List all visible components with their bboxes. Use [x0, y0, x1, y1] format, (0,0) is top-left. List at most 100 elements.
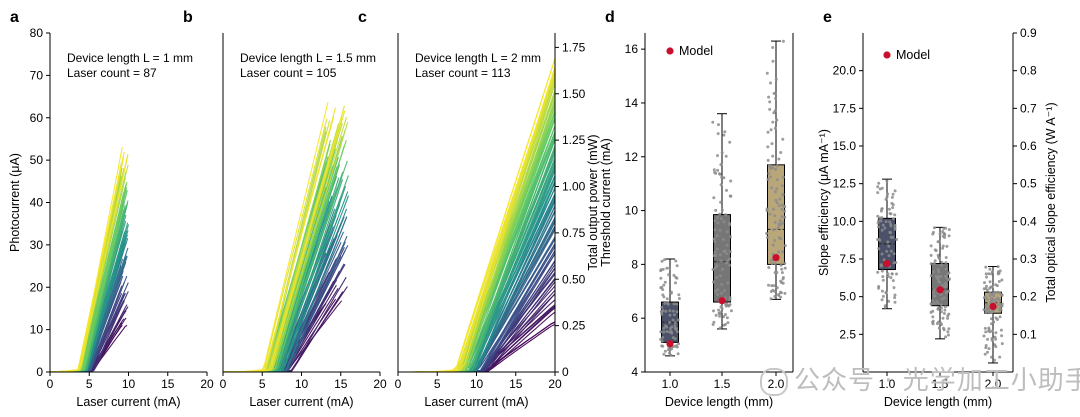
y2-tick-label-c-7: 1.75	[562, 40, 586, 54]
point-d-1.0-22	[672, 313, 676, 317]
point-e-2.0-87	[995, 296, 999, 300]
point-e-2.0-79	[993, 358, 997, 362]
point-d-1.0-70	[675, 330, 679, 334]
y2-tick-label-e-0.5: 0.5	[1020, 177, 1037, 191]
point-e-1.5-91	[932, 302, 936, 305]
y-tick-label-e-15: 15.0	[833, 139, 857, 153]
annotation-device-length-b: Device length L = 1.5 mm	[240, 51, 376, 65]
point-d-2.0-59	[772, 91, 776, 95]
point-d-2.0-17	[775, 178, 779, 182]
point-e-1.5-81	[929, 244, 933, 248]
annotation-laser-count-c: Laser count = 113	[415, 66, 511, 80]
point-e-1.5-97	[940, 310, 943, 314]
point-e-2.0-92	[994, 283, 998, 287]
point-e-2.0-67	[983, 295, 987, 299]
point-e-2.0-44	[994, 331, 998, 335]
point-e-1.5-62	[941, 283, 945, 287]
point-e-1.0-81	[892, 252, 896, 256]
wechat-icon	[760, 367, 788, 396]
point-e-2.0-111	[991, 310, 995, 314]
point-d-1.5-41	[724, 313, 727, 316]
point-d-1.0-67	[676, 352, 680, 356]
point-d-1.0-43	[659, 276, 663, 280]
point-e-1.5-56	[946, 316, 950, 320]
y2-tick-label-e-0.8: 0.8	[1020, 64, 1037, 78]
point-d-1.5-99	[728, 296, 732, 300]
point-d-2.0-71	[771, 154, 775, 158]
point-d-1.0-3	[673, 321, 677, 325]
model-marker-e-1.0	[883, 259, 891, 268]
point-d-2.0-13	[773, 239, 777, 242]
point-d-1.5-73	[719, 274, 723, 278]
point-e-2.0-13	[987, 272, 991, 276]
point-e-1.5-96	[944, 291, 948, 295]
point-d-1.0-26	[674, 281, 677, 285]
point-e-2.0-52	[984, 272, 988, 276]
point-e-2.0-74	[984, 304, 988, 308]
point-e-1.0-80	[880, 228, 884, 232]
point-e-1.5-95	[941, 234, 945, 238]
point-e-1.5-84	[946, 333, 950, 337]
point-e-1.0-27	[888, 220, 892, 224]
point-d-1.5-23	[716, 216, 720, 219]
point-e-1.0-44	[887, 207, 891, 211]
point-e-1.0-69	[880, 289, 884, 293]
point-d-2.0-97	[781, 175, 785, 179]
point-e-1.5-27	[939, 275, 943, 278]
point-d-1.5-26	[728, 257, 732, 261]
point-d-2.0-107	[781, 281, 785, 285]
point-e-1.5-3	[932, 270, 936, 274]
point-d-2.0-87	[770, 262, 774, 265]
point-e-1.5-48	[941, 316, 945, 320]
point-e-1.0-7	[893, 300, 897, 304]
point-e-2.0-113	[988, 294, 992, 298]
y-tick-label-d-4: 4	[631, 365, 638, 379]
point-d-2.0-80	[770, 186, 774, 190]
point-d-2.0-32	[766, 177, 770, 181]
x-tick-label-a-10: 10	[122, 377, 136, 391]
point-d-1.0-61	[670, 347, 673, 351]
point-d-1.5-105	[727, 303, 731, 307]
point-e-2.0-27	[990, 338, 994, 342]
y-axis-title-d: Threshold current (mA)	[599, 138, 613, 267]
point-e-1.5-92	[943, 305, 947, 309]
point-d-2.0-36	[779, 291, 783, 295]
point-e-1.5-18	[932, 291, 936, 295]
point-d-2.0-18	[767, 283, 770, 287]
point-d-1.0-20	[673, 324, 677, 327]
point-d-1.0-29	[660, 259, 664, 263]
point-d-2.0-77	[773, 109, 777, 113]
point-e-1.5-104	[940, 297, 944, 301]
point-e-1.0-40	[880, 186, 884, 190]
point-d-2.0-49	[783, 291, 787, 295]
y2-axis-title-e: Total optical slope efficiency (W A⁻¹)	[1044, 102, 1058, 302]
x-tick-label-b-5: 5	[259, 377, 266, 391]
point-d-1.5-81	[724, 261, 728, 265]
point-e-1.5-90	[940, 306, 943, 310]
point-e-1.5-80	[940, 263, 944, 267]
x-tick-label-b-10: 10	[295, 377, 309, 391]
point-e-2.0-8	[983, 281, 986, 285]
point-e-1.0-61	[876, 214, 880, 218]
point-d-1.5-52	[720, 208, 724, 212]
point-d-1.5-89	[722, 133, 726, 137]
point-e-2.0-110	[990, 322, 993, 326]
watermark-text: 公众号 · 光学加工小助手	[794, 366, 1080, 396]
point-d-1.0-34	[671, 336, 675, 340]
point-d-1.5-50	[729, 309, 733, 313]
point-d-2.0-61	[768, 107, 772, 111]
point-e-1.0-5	[885, 179, 889, 183]
point-d-1.5-79	[718, 212, 722, 216]
x-tick-label-b-15: 15	[334, 377, 348, 391]
point-d-1.0-69	[675, 302, 679, 306]
point-e-1.5-53	[935, 322, 939, 326]
point-d-1.5-18	[728, 235, 732, 239]
point-d-2.0-111	[780, 215, 784, 219]
point-e-1.5-94	[942, 328, 946, 332]
point-e-2.0-70	[986, 306, 990, 310]
y-tick-label-d-10: 10	[625, 204, 639, 218]
point-e-2.0-84	[983, 326, 987, 330]
point-d-1.5-48	[715, 276, 719, 279]
legend-label-e: Model	[896, 48, 930, 62]
point-d-1.0-57	[668, 320, 671, 324]
